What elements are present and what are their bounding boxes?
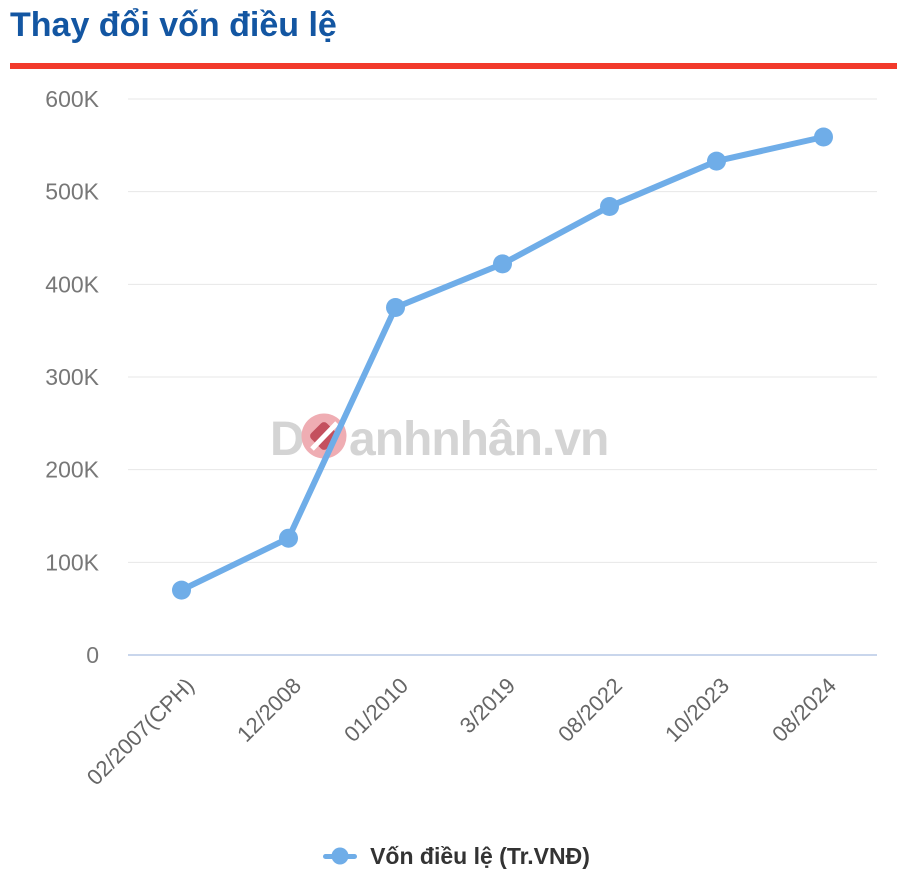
y-tick-label: 400K [45, 271, 99, 297]
x-tick-label: 10/2023 [660, 673, 734, 747]
data-point-1[interactable] [279, 528, 298, 548]
series-line [178, 134, 827, 594]
x-tick-label: 08/2024 [767, 673, 841, 747]
watermark-logo-slash [310, 421, 339, 451]
x-tick-label: 12/2008 [232, 673, 306, 747]
line-chart: 0 100K 200K 300K 400K 500K 600K D anhnhân.vn 02/2… [45, 86, 877, 790]
legend[interactable]: Vốn điều lệ (Tr.VNĐ) [0, 836, 913, 876]
legend-label: Vốn điều lệ (Tr.VNĐ) [370, 842, 590, 869]
legend-line-dot-icon [323, 847, 358, 865]
y-tick-label: 600K [45, 86, 99, 112]
page-title: Thay đổi vốn điều lệ [10, 6, 337, 44]
x-tick-label: 08/2022 [553, 673, 627, 747]
y-tick-label: 500K [45, 179, 99, 205]
x-tick-label: 02/2007(CPH) [82, 673, 199, 790]
x-tick-label: 01/2010 [339, 673, 413, 747]
y-tick-label: 300K [45, 364, 99, 390]
data-point-0[interactable] [172, 580, 191, 600]
data-point-4[interactable] [600, 197, 619, 216]
watermark-text-left: D [270, 413, 304, 466]
data-point-2[interactable] [386, 298, 405, 317]
legend-dot-icon [331, 847, 349, 865]
watermark-text-right: anhnhân.vn [349, 413, 608, 466]
title-underline [10, 63, 897, 69]
data-point-5[interactable] [707, 151, 726, 171]
data-point-3[interactable] [493, 254, 512, 274]
data-point-6[interactable] [814, 127, 833, 147]
x-tick-label: 3/2019 [455, 673, 520, 738]
y-tick-label: 100K [45, 549, 99, 575]
y-tick-label: 0 [86, 642, 99, 668]
y-tick-label: 200K [45, 457, 99, 483]
